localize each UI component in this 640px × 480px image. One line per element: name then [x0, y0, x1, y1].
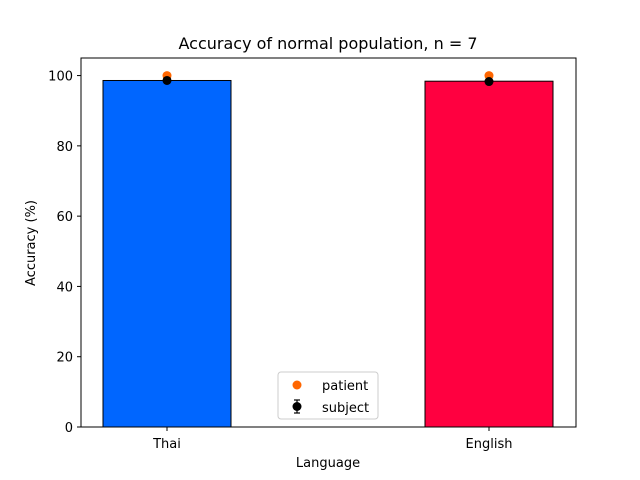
x-tick-label-english: English	[466, 437, 513, 452]
plot-frame	[80, 57, 577, 428]
y-tick-label-100: 100	[48, 70, 73, 85]
legend: patient subject	[277, 371, 379, 420]
y-tick-label-20: 20	[56, 351, 73, 366]
chart-title: Accuracy of normal population, n = 7	[179, 34, 478, 53]
bar-thai	[102, 79, 232, 428]
bar-english	[424, 80, 554, 428]
point-subject-thai	[162, 75, 172, 85]
legend-marker-patient	[292, 380, 302, 390]
y-axis-label: Accuracy (%)	[24, 200, 39, 286]
x-axis-label: Language	[296, 456, 360, 471]
legend-label-patient: patient	[322, 379, 368, 394]
legend-marker-subject	[292, 402, 302, 411]
y-tick-label-80: 80	[56, 140, 73, 155]
x-axis-ticks: Thai English	[152, 427, 512, 452]
y-tick-label-60: 60	[56, 210, 73, 225]
y-tick-label-40: 40	[56, 280, 73, 295]
legend-box	[277, 371, 379, 420]
y-tick-label-0: 0	[65, 421, 73, 436]
point-subject-english	[484, 77, 494, 87]
x-tick-label-thai: Thai	[152, 437, 181, 452]
legend-label-subject: subject	[322, 401, 369, 416]
bars-layer	[102, 79, 554, 428]
y-axis-ticks: 0 20 40 60 80 100	[48, 70, 81, 436]
markers-layer	[162, 71, 494, 87]
